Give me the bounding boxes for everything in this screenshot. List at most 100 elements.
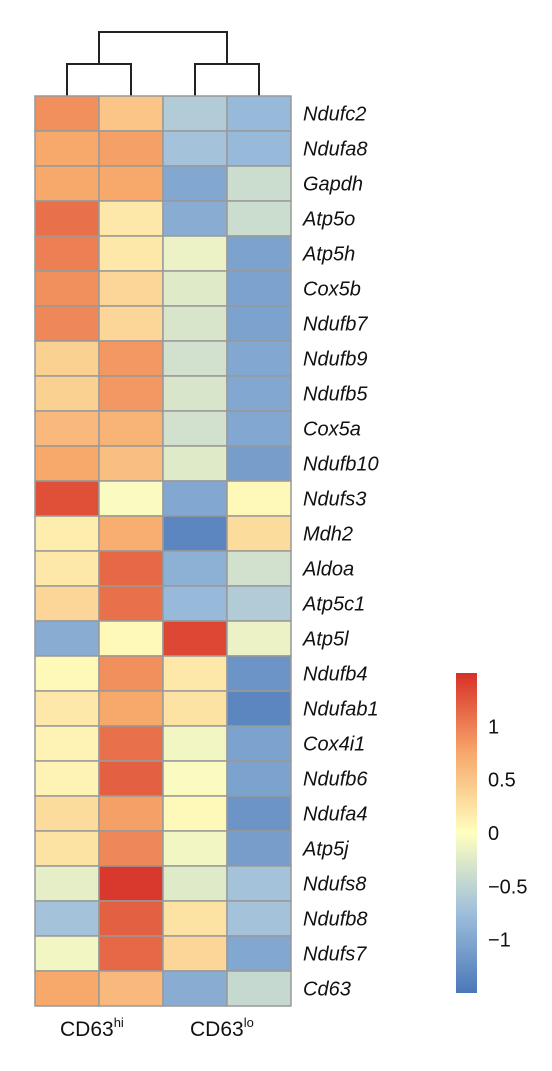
heatmap-cell: [162, 865, 228, 902]
row-label: Ndufb6: [303, 769, 368, 791]
heatmap-cells: [34, 95, 292, 1007]
heatmap-cell: [226, 305, 292, 342]
heatmap-cell: [162, 270, 228, 307]
heatmap-cell: [34, 515, 100, 552]
heatmap-cell: [98, 130, 164, 167]
heatmap-cell: [34, 270, 100, 307]
heatmap-cell: [226, 340, 292, 377]
heatmap-cell: [162, 130, 228, 167]
heatmap-cell: [34, 970, 100, 1007]
heatmap-cell: [226, 480, 292, 517]
heatmap-cell: [226, 725, 292, 762]
heatmap-cell: [34, 550, 100, 587]
heatmap-cell: [226, 795, 292, 832]
heatmap-cell: [98, 970, 164, 1007]
heatmap-cell: [34, 165, 100, 202]
heatmap-cell: [162, 515, 228, 552]
heatmap-cell: [98, 620, 164, 657]
heatmap-cell: [98, 95, 164, 132]
row-label: Ndufs3: [303, 489, 366, 511]
heatmap-cell: [34, 200, 100, 237]
heatmap-cell: [34, 235, 100, 272]
heatmap-cell: [34, 445, 100, 482]
heatmap-cell: [226, 95, 292, 132]
heatmap-cell: [34, 95, 100, 132]
row-label: Ndufs7: [303, 944, 367, 966]
heatmap-cell: [34, 795, 100, 832]
heatmap-cell: [98, 235, 164, 272]
heatmap-cell: [226, 200, 292, 237]
heatmap-cell: [162, 375, 228, 412]
row-label: Gapdh: [303, 174, 363, 196]
heatmap-cell: [226, 865, 292, 902]
row-label: Atp5o: [302, 209, 355, 231]
heatmap-cell: [98, 760, 164, 797]
heatmap-cell: [98, 270, 164, 307]
heatmap-cell: [226, 760, 292, 797]
heatmap-cell: [162, 165, 228, 202]
heatmap-cell: [34, 130, 100, 167]
heatmap-cell: [226, 690, 292, 727]
row-label: Cox5b: [303, 279, 361, 301]
heatmap-cell: [226, 130, 292, 167]
row-label: Ndufa4: [303, 804, 368, 826]
heatmap-cell: [226, 235, 292, 272]
heatmap-cell: [98, 200, 164, 237]
heatmap-cell: [34, 375, 100, 412]
heatmap-cell: [162, 655, 228, 692]
heatmap-cell: [98, 305, 164, 342]
row-label: Atp5l: [302, 629, 349, 651]
heatmap-cell: [226, 270, 292, 307]
row-label: Ndufb10: [303, 454, 379, 476]
heatmap-cell: [162, 760, 228, 797]
row-label: Atp5c1: [302, 594, 365, 616]
column-dendrogram: [66, 31, 260, 96]
group-label-hi-name: CD63: [60, 1018, 114, 1041]
heatmap-cell: [34, 340, 100, 377]
row-label: Ndufb5: [303, 384, 368, 406]
heatmap-cell: [162, 830, 228, 867]
heatmap-cell: [34, 480, 100, 517]
row-label: Cd63: [303, 979, 351, 1001]
heatmap-cell: [162, 305, 228, 342]
group-label-lo-name: CD63: [190, 1018, 244, 1041]
heatmap-cell: [226, 620, 292, 657]
heatmap-cell: [162, 900, 228, 937]
heatmap-cell: [98, 480, 164, 517]
heatmap-cell: [226, 900, 292, 937]
colorbar-tick-label: −0.5: [488, 876, 527, 898]
heatmap-cell: [98, 725, 164, 762]
colorbar-bar: [456, 673, 477, 993]
heatmap-cell: [98, 655, 164, 692]
row-labels: Ndufc2 Ndufa8 Gapdh Atp5o Atp5h Cox5b Ndufb7 Nd…: [302, 104, 379, 1001]
heatmap-cell: [98, 830, 164, 867]
colorbar-tick-label: 1: [488, 716, 499, 738]
colorbar-tick-label: −1: [488, 930, 511, 952]
row-label: Ndufb9: [303, 349, 368, 371]
group-label-hi: CD63hi: [60, 1015, 124, 1042]
colorbar-tick-label: 0: [488, 823, 499, 845]
row-label: Atp5h: [302, 244, 355, 266]
row-label: Atp5j: [302, 839, 349, 861]
heatmap-cell: [34, 760, 100, 797]
heatmap-cell: [226, 375, 292, 412]
heatmap-cell: [226, 445, 292, 482]
heatmap-cell: [226, 970, 292, 1007]
heatmap-cell: [162, 235, 228, 272]
row-label: Ndufs8: [303, 874, 366, 896]
heatmap-cell: [98, 515, 164, 552]
heatmap-cell: [226, 165, 292, 202]
heatmap-cell: [162, 445, 228, 482]
heatmap-cell: [34, 725, 100, 762]
heatmap-cell: [162, 795, 228, 832]
heatmap-cell: [34, 830, 100, 867]
heatmap-cell: [98, 865, 164, 902]
row-label: Ndufb4: [303, 664, 368, 686]
dendrogram-branch: [66, 63, 132, 96]
heatmap-cell: [98, 585, 164, 622]
group-label-hi-sup: hi: [113, 1015, 124, 1030]
row-label: Cox4i1: [303, 734, 365, 756]
group-label-lo: CD63lo: [190, 1016, 254, 1042]
dendrogram-branch: [98, 31, 228, 64]
